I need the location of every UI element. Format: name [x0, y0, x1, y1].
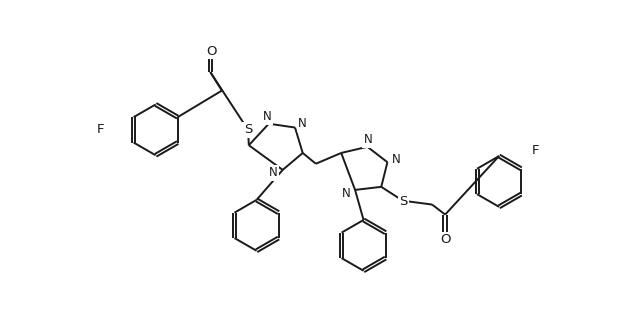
Text: N: N: [269, 166, 278, 179]
Text: F: F: [97, 124, 105, 136]
Text: N: N: [364, 133, 373, 146]
Text: N: N: [392, 153, 401, 166]
Text: S: S: [399, 195, 408, 208]
Text: O: O: [206, 45, 217, 58]
Text: S: S: [244, 124, 252, 136]
Text: N: N: [263, 110, 272, 123]
Text: F: F: [531, 144, 539, 157]
Text: N: N: [298, 117, 307, 130]
Text: O: O: [441, 233, 451, 246]
Text: N: N: [342, 187, 351, 200]
